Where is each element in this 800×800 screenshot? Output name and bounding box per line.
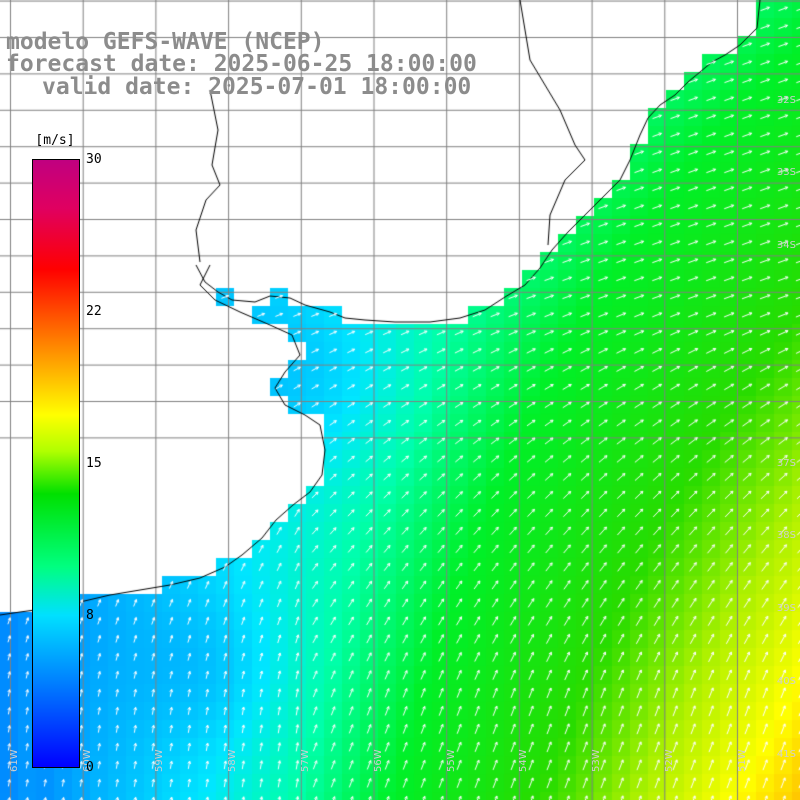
lat-label: 38S (776, 530, 796, 541)
lat-label: 32S (776, 95, 796, 106)
lon-label: 58W (227, 749, 238, 772)
lat-label: 37S (776, 458, 796, 469)
colorbar-tick: 0 (86, 760, 94, 775)
lon-label: 51W (737, 749, 748, 772)
lon-label: 57W (300, 749, 311, 772)
colorbar-tick: 15 (86, 456, 102, 471)
forecast-date: forecast date: 2025-06-25 18:00:00 (6, 51, 477, 77)
colorbar-unit: [m/s] (35, 133, 75, 148)
lon-label: 53W (591, 749, 602, 772)
colorbar-tick: 22 (86, 304, 102, 319)
colorbar-tick: 30 (86, 152, 102, 167)
model-title: modelo GEFS-WAVE (NCEP) (6, 29, 325, 55)
colorbar (32, 159, 80, 768)
lat-label: 41S (776, 749, 796, 760)
valid-date: valid date: 2025-07-01 18:00:00 (42, 74, 472, 100)
lon-label: 56W (373, 749, 384, 772)
lon-label: 55W (446, 749, 457, 772)
lat-label: 40S (776, 676, 796, 687)
lon-label: 52W (664, 749, 675, 772)
lon-label: 61W (9, 749, 20, 772)
lon-label: 59W (154, 749, 165, 772)
lon-label: 54W (518, 749, 529, 772)
colorbar-tick: 8 (86, 608, 94, 623)
lat-label: 34S (776, 240, 796, 251)
lat-label: 39S (776, 603, 796, 614)
lat-label: 33S (776, 167, 796, 178)
